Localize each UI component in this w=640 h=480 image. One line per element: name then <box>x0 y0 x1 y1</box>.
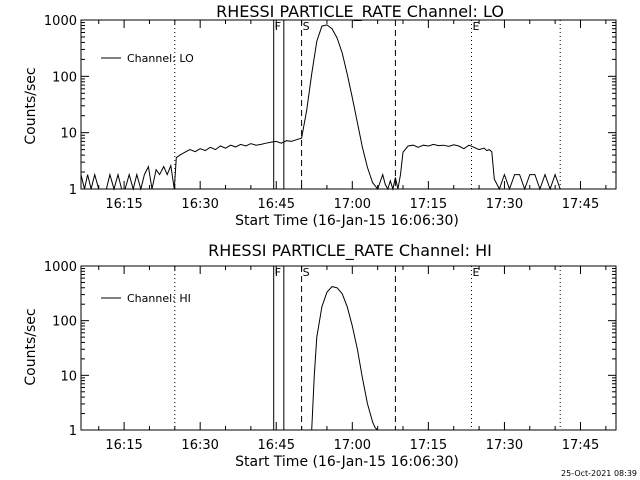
panel-lo-y-tick-label: 10 <box>60 127 77 142</box>
panel-hi-legend-label: Channel: HI <box>127 292 191 305</box>
panel-hi-series-line <box>311 286 379 431</box>
panel-lo-plot: 16:15 16:30 16:45 17:00 17:15 17:30 17:45 1 10 10… <box>44 14 617 212</box>
panel-hi-x-tick-label: 17:15 <box>410 438 447 453</box>
panel-lo-marker-label: F <box>275 20 281 33</box>
panel-lo-frame <box>80 19 617 190</box>
panel-lo-ylabel: Counts/sec <box>23 67 39 144</box>
panel-lo-y-tick-label: 1000 <box>44 14 77 29</box>
panel-hi-x-tick-label: 16:15 <box>105 438 142 453</box>
panel-hi-ylabel: Counts/sec <box>23 308 39 385</box>
panel-hi-plot: 16:15 16:30 16:45 17:00 17:15 17:30 17:45 1 10 10… <box>44 260 617 453</box>
panel-lo-x-tick-label: 17:45 <box>562 197 599 212</box>
panel-hi-marker-label: F <box>275 266 281 279</box>
footer-timestamp: 25-Oct-2021 08:39 <box>561 469 637 478</box>
panel-hi-y-tick-label: 1000 <box>44 260 77 275</box>
panel-lo-x-tick-label: 17:15 <box>410 197 447 212</box>
panel-lo-x-tick-label: 17:00 <box>334 197 371 212</box>
panel-hi-title: RHESSI PARTICLE_RATE Channel: HI <box>208 241 492 261</box>
panel-hi: RHESSI PARTICLE_RATE Channel: HI Start T… <box>23 241 492 470</box>
panel-hi-x-tick-label: 16:30 <box>181 438 218 453</box>
panel-hi-x-tick-label: 16:45 <box>258 438 295 453</box>
panel-hi-frame <box>80 265 617 431</box>
panel-hi-y-tick-label: 1 <box>69 424 77 439</box>
panel-lo-marker-label: E <box>472 20 479 33</box>
panel-hi-marker-label: E <box>472 266 479 279</box>
panel-lo-x-tick-label: 17:30 <box>486 197 523 212</box>
panel-lo-legend-label: Channel: LO <box>127 52 194 65</box>
panel-lo: RHESSI PARTICLE_RATE Channel: LO Start T… <box>23 2 504 229</box>
panel-lo-x-tick-label: 16:45 <box>258 197 295 212</box>
panel-hi-marker-label: S <box>303 266 310 279</box>
panel-lo-x-tick-label: 16:30 <box>181 197 218 212</box>
panel-lo-marker-label: S <box>303 20 310 33</box>
panel-hi-xlabel: Start Time (16-Jan-15 16:06:30) <box>235 454 459 470</box>
panel-hi-x-tick-label: 17:00 <box>334 438 371 453</box>
panel-hi-x-tick-label: 17:45 <box>562 438 599 453</box>
panel-hi-y-tick-label: 10 <box>60 369 77 384</box>
panel-hi-y-tick-label: 100 <box>52 315 77 330</box>
panel-lo-series-line <box>80 24 565 191</box>
panel-lo-xlabel: Start Time (16-Jan-15 16:06:30) <box>235 213 459 229</box>
panel-lo-y-tick-label: 1 <box>69 183 77 198</box>
panel-lo-y-tick-label: 100 <box>52 70 77 85</box>
panel-lo-x-tick-label: 16:15 <box>105 197 142 212</box>
panel-lo-title: RHESSI PARTICLE_RATE Channel: LO <box>216 2 504 22</box>
panel-hi-x-tick-label: 17:30 <box>486 438 523 453</box>
